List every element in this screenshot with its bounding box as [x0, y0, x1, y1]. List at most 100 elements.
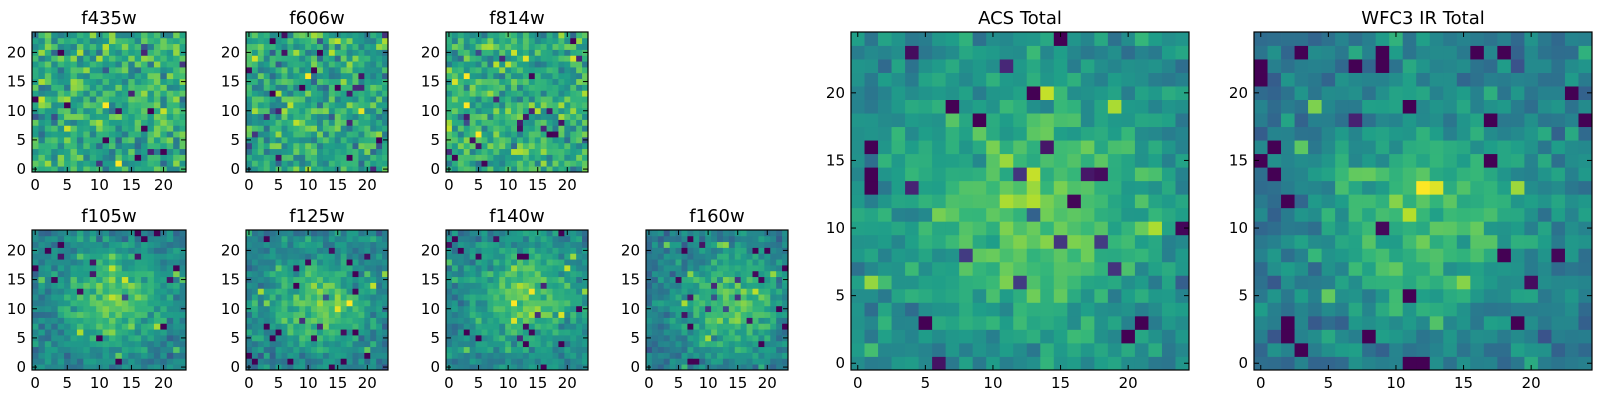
heatmap-cell: [1026, 342, 1041, 357]
heatmap-cell: [463, 305, 471, 313]
heatmap-cell: [734, 340, 742, 348]
heatmap-cell: [499, 61, 506, 68]
heatmap-cell: [51, 96, 59, 103]
heatmap-cell: [115, 107, 123, 115]
heatmap-cell: [246, 160, 253, 167]
heatmap-cell: [83, 305, 91, 313]
heatmap-cell: [1148, 329, 1163, 344]
heatmap-cell: [311, 148, 318, 155]
heatmap-cell: [121, 84, 129, 91]
heatmap-cell: [711, 230, 718, 237]
heatmap-cell: [564, 67, 571, 74]
heatmap-cell: [534, 37, 542, 45]
heatmap-cell: [322, 253, 330, 260]
heatmap-cell: [358, 265, 365, 272]
heatmap-cell: [115, 137, 123, 144]
heatmap-cell: [687, 282, 694, 289]
heatmap-cell: [317, 43, 324, 50]
y-tick-label: 0: [430, 358, 440, 376]
heatmap-cell: [576, 90, 583, 97]
heatmap-cell: [446, 288, 453, 295]
heatmap-cell: [160, 67, 168, 74]
heatmap-cell: [481, 49, 488, 56]
heatmap-cell: [487, 160, 494, 167]
heatmap-cell: [511, 119, 518, 126]
heatmap-cell: [96, 335, 103, 342]
heatmap-cell: [311, 37, 318, 45]
heatmap-cell: [511, 288, 518, 295]
heatmap-cell: [322, 67, 330, 74]
heatmap-cell: [121, 346, 129, 353]
heatmap-cell: [134, 72, 142, 80]
heatmap-cell: [275, 288, 282, 295]
heatmap-cell: [246, 67, 253, 74]
heatmap-cell: [160, 90, 168, 97]
heatmap-cell: [328, 323, 336, 330]
heatmap-cell: [287, 317, 294, 324]
heatmap-cell: [986, 167, 1001, 182]
heatmap-cell: [153, 49, 161, 56]
heatmap-cell: [128, 102, 136, 109]
heatmap-cell: [382, 37, 389, 45]
heatmap-cell: [457, 259, 465, 266]
heatmap-cell: [1375, 342, 1390, 357]
heatmap-cell: [699, 235, 706, 243]
heatmap-cell: [918, 315, 933, 330]
heatmap-cell: [552, 96, 559, 103]
heatmap-cell: [570, 154, 577, 161]
heatmap-cell: [376, 125, 383, 132]
heatmap-cell: [128, 323, 136, 330]
heatmap-cell: [758, 253, 765, 260]
heatmap-cell: [166, 125, 174, 132]
heatmap-cell: [722, 311, 730, 318]
heatmap-cell: [317, 265, 324, 272]
heatmap-cell: [776, 230, 783, 237]
heatmap-cell: [382, 131, 389, 138]
heatmap-cell: [64, 247, 71, 254]
heatmap-cell: [275, 148, 282, 155]
heatmap-cell: [693, 364, 700, 371]
heatmap-cell: [57, 102, 65, 109]
heatmap-cell: [121, 61, 129, 68]
heatmap-cell: [1013, 329, 1028, 344]
heatmap-cell: [564, 125, 571, 132]
heatmap-cell: [570, 61, 577, 68]
heatmap-cell: [173, 282, 180, 289]
heatmap-cell: [782, 358, 789, 365]
heatmap-cell: [487, 294, 494, 301]
heatmap-cell: [1026, 315, 1041, 330]
heatmap-cell: [734, 270, 742, 278]
heatmap-cell: [758, 294, 765, 301]
heatmap-cell: [1067, 315, 1082, 330]
heatmap-cell: [451, 329, 459, 336]
heatmap-cell: [173, 78, 180, 85]
heatmap-cell: [705, 235, 712, 243]
heatmap-cell: [328, 294, 336, 301]
heatmap-cell: [758, 352, 765, 359]
heatmap-cell: [89, 61, 97, 68]
heatmap-cell: [269, 107, 276, 115]
heatmap-cell: [311, 160, 318, 167]
heatmap-cell: [96, 352, 103, 359]
heatmap-cell: [469, 137, 476, 144]
heatmap-cell: [528, 125, 536, 132]
heatmap-cell: [711, 259, 718, 266]
heatmap-cell: [687, 335, 694, 342]
heatmap-cell: [51, 276, 59, 283]
heatmap-cells: [646, 230, 789, 371]
heatmap-cell: [499, 241, 506, 248]
heatmap-cell: [64, 96, 71, 103]
heatmap-cell: [179, 125, 187, 132]
heatmap-cell: [263, 282, 271, 289]
heatmap-cell: [999, 302, 1014, 317]
heatmap-cell: [451, 259, 459, 266]
heatmap-cell: [246, 235, 253, 243]
heatmap-cell: [287, 160, 294, 167]
heatmap-cell: [651, 364, 659, 371]
heatmap-cell: [717, 270, 724, 278]
heatmap-cell: [134, 90, 142, 97]
heatmap-cell: [322, 340, 330, 348]
heatmap-cell: [70, 90, 78, 97]
heatmap-cell: [782, 323, 789, 330]
heatmap-cell: [764, 270, 771, 278]
